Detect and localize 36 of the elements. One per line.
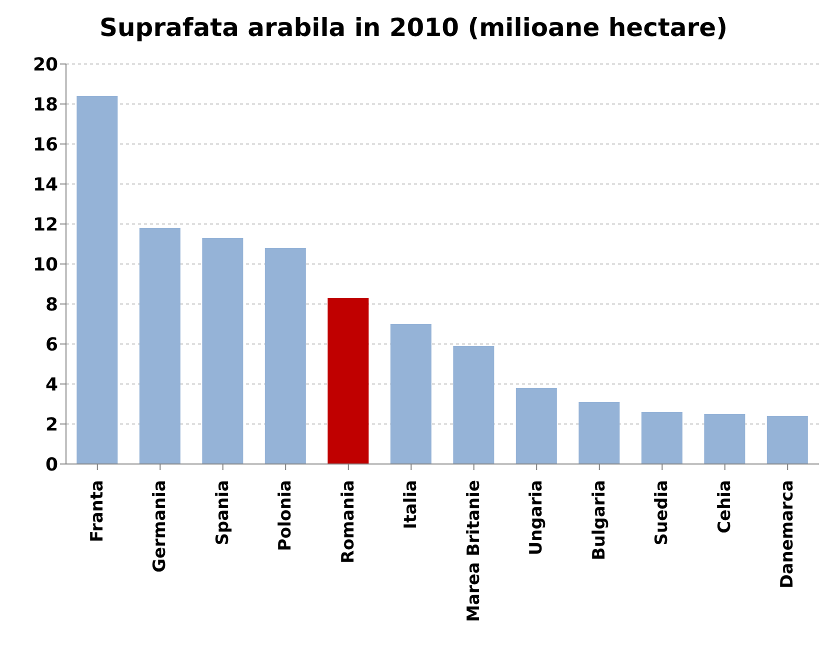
- x-tick-label: Italia: [401, 480, 422, 530]
- y-tick-label: 10: [32, 254, 58, 276]
- y-tick-label: 20: [32, 54, 58, 76]
- x-tick-label: Danemarca: [778, 480, 798, 588]
- bar: [264, 248, 306, 464]
- bar: [766, 416, 808, 464]
- x-tick-label: Suedia: [652, 480, 672, 546]
- y-tick-label: 8: [45, 294, 58, 316]
- x-tick-label: Spania: [212, 480, 233, 546]
- y-tick-label: 2: [45, 414, 58, 436]
- x-tick-label: Germania: [150, 480, 170, 572]
- y-tick-label: 4: [45, 374, 58, 396]
- y-tick-label: 0: [45, 454, 58, 476]
- bar: [578, 402, 620, 464]
- y-tick-label: 14: [32, 174, 58, 196]
- x-tick-label: Polonia: [276, 480, 296, 552]
- y-tick-label: 6: [45, 334, 58, 356]
- bar: [641, 412, 682, 464]
- y-tick-label: 18: [32, 94, 58, 116]
- bar: [390, 324, 432, 464]
- x-tick-label: Marea Britanie: [464, 480, 484, 622]
- bar: [76, 96, 118, 464]
- x-tick-label: Cehia: [714, 480, 735, 534]
- bar: [202, 238, 244, 464]
- x-tick-label: Ungaria: [526, 480, 547, 556]
- bar: [328, 298, 369, 464]
- x-tick-label: Bulgaria: [589, 480, 610, 560]
- bar: [516, 388, 557, 464]
- x-tick-label: Franta: [87, 480, 108, 542]
- bar: [453, 346, 494, 464]
- x-tick-label: Romania: [338, 480, 358, 564]
- bar: [139, 228, 180, 464]
- y-tick-label: 16: [32, 134, 58, 156]
- y-tick-label: 12: [32, 214, 58, 236]
- bar: [704, 414, 746, 464]
- chart-title: Suprafata arabila in 2010 (milioane hectare): [98, 12, 728, 44]
